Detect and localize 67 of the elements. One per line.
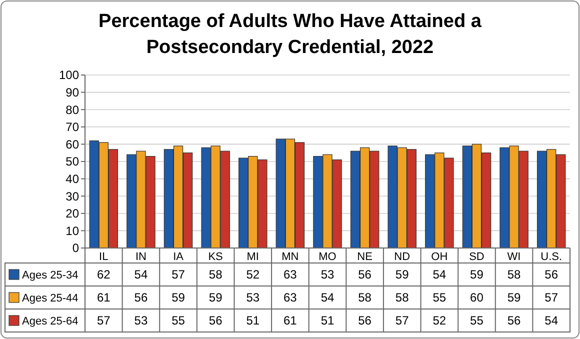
x-tick-label: IN — [135, 250, 147, 263]
x-tick-label: IL — [99, 250, 108, 263]
data-label: 57 — [96, 314, 111, 328]
data-label: 51 — [320, 314, 334, 328]
data-label: 52 — [432, 314, 446, 328]
data-label: 59 — [208, 290, 223, 305]
data-label: 56 — [358, 268, 372, 282]
data-label: 52 — [246, 268, 260, 282]
y-tick-label: 60 — [66, 137, 80, 152]
data-label: 60 — [470, 290, 484, 305]
data-label: 57 — [544, 290, 558, 305]
data-label: 56 — [208, 314, 223, 328]
x-tick-label: WI — [507, 250, 521, 263]
data-label: 59 — [470, 268, 484, 282]
x-tick-label: MI — [246, 250, 259, 263]
x-tick-label: SD — [469, 250, 484, 263]
legend-label: Ages 25-34 — [22, 269, 78, 282]
data-label: 57 — [395, 314, 410, 328]
data-label: 61 — [96, 290, 111, 305]
y-tick-label: 10 — [66, 224, 80, 238]
x-tick-label: OH — [431, 250, 448, 263]
data-label: 59 — [507, 290, 522, 305]
data-label: 56 — [544, 268, 558, 282]
x-tick-label: MN — [282, 250, 299, 263]
data-label: 54 — [544, 314, 558, 328]
data-label: 56 — [507, 314, 522, 328]
chart-title: Percentage of Adults Who Have Attained a Postsecondary Credential, 2022 — [98, 11, 482, 58]
data-label: 55 — [172, 314, 186, 328]
data-label: 58 — [395, 290, 410, 305]
x-tick-label: IA — [173, 250, 184, 263]
data-label: 56 — [134, 290, 148, 305]
data-label: 51 — [246, 314, 260, 328]
data-label: 54 — [134, 268, 148, 282]
y-tick-label: 90 — [66, 86, 80, 100]
data-label: 62 — [96, 268, 111, 282]
y-tick-label: 0 — [72, 241, 80, 256]
y-tick-label: 70 — [66, 120, 80, 134]
data-label: 58 — [208, 268, 223, 282]
data-label: 58 — [507, 268, 522, 282]
x-tick-label: KS — [208, 250, 223, 263]
x-tick-label: ND — [394, 250, 410, 263]
data-label: 61 — [284, 314, 298, 328]
legend-label: Ages 25-44 — [22, 292, 78, 304]
data-label: 54 — [432, 268, 446, 282]
data-label: 56 — [358, 314, 372, 328]
data-label: 57 — [172, 268, 186, 282]
legend-label: Ages 25-64 — [22, 315, 78, 328]
data-label: 53 — [134, 314, 148, 328]
y-tick-label: 80 — [66, 102, 80, 117]
data-label: 55 — [432, 290, 446, 305]
data-label: 63 — [284, 268, 298, 282]
x-tick-label: NE — [357, 250, 372, 263]
y-tick-label: 40 — [66, 172, 80, 186]
y-tick-label: 30 — [66, 189, 80, 204]
data-label: 59 — [172, 290, 186, 305]
data-label: 63 — [284, 290, 298, 305]
x-tick-label: U.S. — [540, 250, 562, 263]
data-label: 53 — [320, 268, 334, 282]
y-tick-label: 50 — [66, 154, 80, 169]
data-label: 58 — [358, 290, 372, 305]
data-label: 53 — [246, 290, 260, 305]
data-label: 55 — [470, 314, 484, 328]
data-label: 54 — [320, 290, 334, 305]
y-tick-label: 100 — [58, 68, 80, 82]
data-label: 59 — [395, 268, 410, 282]
y-tick-label: 20 — [66, 206, 80, 221]
x-tick-label: MO — [318, 250, 337, 263]
